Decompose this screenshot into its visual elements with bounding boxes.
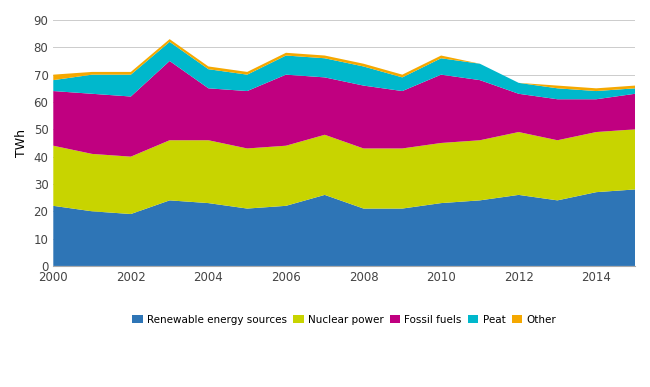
Y-axis label: TWh: TWh <box>15 129 28 157</box>
Legend: Renewable energy sources, Nuclear power, Fossil fuels, Peat, Other: Renewable energy sources, Nuclear power,… <box>128 310 560 329</box>
